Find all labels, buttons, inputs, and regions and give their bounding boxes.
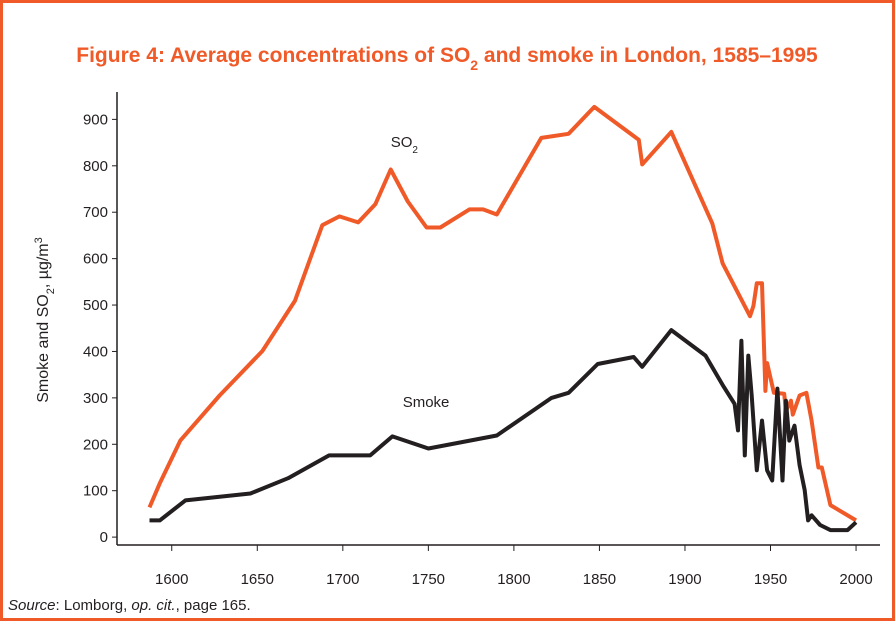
annotation: Smoke [403, 394, 450, 411]
x-tick-label: 1600 [155, 571, 188, 588]
y-tick-label: 0 [100, 529, 108, 546]
x-tick-label: 1750 [412, 571, 445, 588]
source-part: Source [8, 597, 56, 614]
y-tick-label: 300 [83, 390, 108, 407]
x-tick-label: 1700 [326, 571, 359, 588]
source-part: : Lomborg, [56, 597, 132, 614]
x-tick-label: 1800 [497, 571, 530, 588]
y-tick-label: 800 [83, 158, 108, 175]
y-label-part: , µg/m [35, 243, 52, 288]
annotation: SO2 [391, 134, 419, 156]
title-part: Figure 4: Average concentrations of SO [76, 44, 470, 67]
y-tick-label: 700 [83, 204, 108, 221]
y-tick-label: 500 [83, 297, 108, 314]
chart-title: Figure 4: Average concentrations of SO2 … [76, 44, 818, 73]
x-tick-label: 1950 [754, 571, 787, 588]
y-axis-label: Smoke and SO2, µg/m3 [33, 237, 57, 403]
title-sub: 2 [470, 57, 478, 73]
y-tick-label: 200 [83, 436, 108, 453]
source-part: , page 165. [176, 597, 251, 614]
y-tick-label: 100 [83, 483, 108, 500]
line-series [149, 328, 858, 533]
y-tick-label: 400 [83, 343, 108, 360]
source-note: Source: Lomborg, op. cit., page 165. [8, 597, 251, 614]
annotation-part: 2 [412, 145, 418, 156]
line-series [147, 104, 858, 523]
x-tick-label: 1900 [668, 571, 701, 588]
y-tick-label: 900 [83, 111, 108, 128]
y-label-part: Smoke and SO [35, 294, 52, 403]
y-label-sup: 3 [33, 237, 45, 243]
annotation-part: SO [391, 134, 413, 151]
x-tick-label: 2000 [839, 571, 872, 588]
y-tick-label: 600 [83, 251, 108, 268]
source-part: op. cit. [131, 597, 175, 614]
x-tick-label: 1650 [241, 571, 274, 588]
y-label-sub: 2 [45, 288, 57, 294]
x-tick-label: 1850 [583, 571, 616, 588]
annotation-part: Smoke [403, 394, 450, 411]
title-part: and smoke in London, 1585–1995 [478, 44, 818, 67]
